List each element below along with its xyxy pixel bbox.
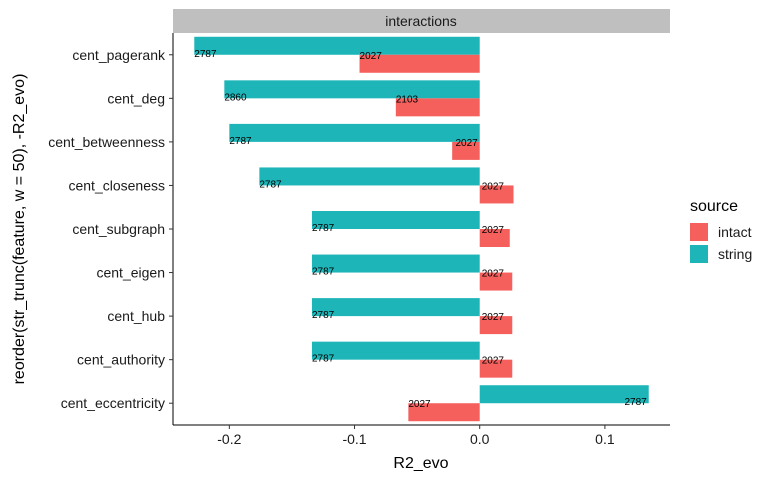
bar-intact bbox=[479, 229, 510, 247]
bar-string bbox=[224, 80, 480, 99]
bar-intact bbox=[395, 98, 480, 117]
bar-label-intact: 2027 bbox=[482, 356, 505, 367]
y-axis-title: reorder(str_trunc(feature, w = 50), -R2_… bbox=[11, 74, 28, 385]
y-tick-label: cent_closeness bbox=[68, 177, 165, 193]
bar-label-intact: 2027 bbox=[482, 225, 505, 236]
bar-label-string: 2787 bbox=[312, 267, 335, 278]
bar-label-string: 2787 bbox=[312, 354, 335, 365]
facet-strip bbox=[173, 9, 670, 33]
legend-title: source bbox=[690, 198, 738, 215]
legend-label-string: string bbox=[718, 246, 752, 262]
bar-string bbox=[311, 298, 480, 317]
bar-label-string: 2787 bbox=[259, 179, 282, 190]
bar-labels-layer: 2787 2027 2860 2103 2787 2027 2787 2027 2787 2027… bbox=[194, 49, 647, 410]
bar-label-intact: 2027 bbox=[482, 269, 505, 280]
x-tick-label: 0.1 bbox=[595, 431, 615, 447]
bar-label-intact: 2027 bbox=[482, 312, 505, 323]
y-axis-ticks: cent_pagerank cent_deg cent_betweennesscen… bbox=[48, 47, 173, 411]
bar-label-string: 2787 bbox=[312, 310, 335, 321]
bar-string bbox=[259, 167, 480, 186]
bar-label-intact: 2103 bbox=[396, 94, 419, 105]
bar-label-string: 2787 bbox=[624, 397, 647, 408]
bar-label-intact: 2027 bbox=[360, 51, 383, 62]
bar-string bbox=[311, 211, 480, 229]
y-tick-label: cent_betweenness bbox=[48, 134, 165, 150]
x-axis-ticks: -0.2 -0.1 0.0 0.1 bbox=[217, 425, 615, 447]
bar-label-string: 2787 bbox=[312, 223, 335, 234]
legend-swatch-intact bbox=[690, 223, 708, 241]
bars-layer bbox=[194, 36, 649, 422]
bar-string bbox=[194, 36, 480, 55]
y-tick-label: cent_eigen bbox=[96, 265, 165, 281]
legend-swatch-string bbox=[690, 245, 708, 263]
legend: source intact string bbox=[690, 198, 752, 263]
x-tick-label: -0.2 bbox=[217, 431, 241, 447]
bar-string bbox=[229, 123, 480, 142]
bar-label-string: 2787 bbox=[229, 136, 252, 147]
x-axis-title: R2_evo bbox=[393, 455, 448, 472]
legend-label-intact: intact bbox=[718, 224, 752, 240]
y-tick-label: cent_subgraph bbox=[72, 221, 165, 237]
bar-string bbox=[311, 341, 480, 360]
bar-label-string: 2860 bbox=[224, 92, 247, 103]
facet-strip-label: interactions bbox=[385, 13, 457, 29]
bar-intact bbox=[479, 272, 513, 291]
bar-intact bbox=[479, 359, 513, 378]
y-tick-label: cent_authority bbox=[77, 352, 165, 368]
y-tick-label: cent_eccentricity bbox=[61, 395, 165, 411]
bar-label-intact: 2027 bbox=[408, 399, 431, 410]
bar-intact bbox=[452, 141, 480, 160]
x-tick-label: 0.0 bbox=[470, 431, 490, 447]
x-tick-label: -0.1 bbox=[342, 431, 366, 447]
bar-label-string: 2787 bbox=[194, 49, 217, 60]
bar-string bbox=[479, 385, 649, 404]
bar-label-intact: 2027 bbox=[455, 138, 478, 149]
y-tick-label: cent_deg bbox=[107, 90, 165, 106]
bar-intact bbox=[408, 403, 480, 422]
bar-intact bbox=[359, 54, 480, 73]
bar-label-intact: 2027 bbox=[482, 181, 505, 192]
y-tick-label: cent_pagerank bbox=[72, 47, 166, 63]
bar-string bbox=[311, 254, 480, 273]
bar-intact bbox=[479, 316, 513, 335]
bar-intact bbox=[479, 185, 514, 204]
y-tick-label: cent_hub bbox=[107, 308, 165, 324]
